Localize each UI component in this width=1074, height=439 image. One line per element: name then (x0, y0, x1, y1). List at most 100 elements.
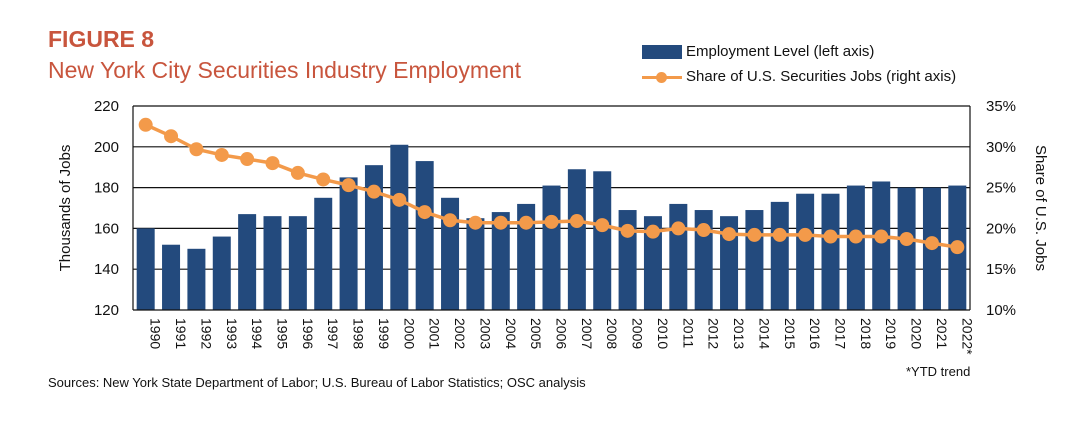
bar (339, 177, 358, 310)
share-point (493, 215, 508, 230)
bar (136, 228, 155, 310)
share-point (164, 129, 179, 144)
source-note: Sources: New York State Department of La… (48, 375, 586, 390)
share-point (899, 232, 914, 247)
legend-label-employment: Employment Level (left axis) (686, 43, 875, 60)
x-tick-label: 1995 (275, 318, 291, 349)
y2-tick-label: 20% (986, 220, 1016, 237)
x-tick-label: 1994 (249, 318, 265, 349)
x-tick-label: 2003 (477, 318, 493, 349)
share-point (645, 224, 660, 239)
y2-tick-label: 35% (986, 98, 1016, 115)
x-tick-label: 2013 (731, 318, 747, 349)
bar (796, 193, 815, 310)
x-tick-label: 1993 (224, 318, 240, 349)
share-point (316, 172, 331, 187)
x-tick-label: 1992 (198, 318, 214, 349)
bar (897, 187, 916, 310)
y-tick-label: 120 (94, 302, 119, 319)
bar (669, 203, 688, 310)
y-tick-label: 200 (94, 139, 119, 156)
legend-line-swatch (642, 70, 682, 84)
bar (390, 144, 409, 310)
share-point (417, 205, 432, 220)
bar (517, 203, 536, 310)
y-tick-label: 140 (94, 261, 119, 278)
bar (745, 210, 764, 310)
share-point (189, 142, 204, 157)
share-point (366, 184, 381, 199)
share-point (138, 117, 153, 132)
x-tick-label: 2009 (630, 318, 646, 349)
x-tick-label: 2004 (503, 318, 519, 349)
x-tick-label: 2022* (959, 318, 975, 355)
x-tick-label: 2014 (756, 318, 772, 349)
x-tick-label: 1999 (376, 318, 392, 349)
bar (720, 216, 739, 310)
share-point (214, 147, 229, 162)
x-tick-label: 2012 (706, 318, 722, 349)
bar (187, 248, 206, 310)
legend-bar-swatch (642, 44, 682, 59)
x-tick-label: 2007 (579, 318, 595, 349)
y-tick-label: 180 (94, 180, 119, 197)
bar (872, 181, 891, 310)
bar (491, 212, 510, 310)
y2-tick-label: 10% (986, 302, 1016, 319)
y-tick-label: 160 (94, 220, 119, 237)
bar (770, 201, 789, 310)
share-point (950, 240, 965, 255)
y2-tick-label: 30% (986, 139, 1016, 156)
bar (314, 197, 333, 310)
bar (263, 216, 282, 310)
y-tick-label: 220 (94, 98, 119, 115)
share-point (874, 229, 889, 244)
share-point (772, 227, 787, 242)
share-point (696, 223, 711, 238)
share-point (519, 215, 534, 230)
share-point (798, 227, 813, 242)
share-point (443, 213, 458, 228)
x-tick-label: 2002 (452, 318, 468, 349)
x-tick-label: 2015 (782, 318, 798, 349)
share-point (569, 214, 584, 229)
figure-label: FIGURE 8 (48, 26, 155, 52)
share-point (924, 236, 939, 251)
chart-title: New York City Securities Industry Employ… (48, 57, 521, 83)
x-tick-label: 1998 (351, 318, 367, 349)
x-tick-label: 2017 (833, 318, 849, 349)
bar (288, 216, 307, 310)
x-tick-label: 2019 (883, 318, 899, 349)
share-point (595, 218, 610, 233)
share-point (392, 192, 407, 207)
x-tick-label: 2005 (528, 318, 544, 349)
x-tick-label: 2016 (807, 318, 823, 349)
x-tick-label: 2006 (554, 318, 570, 349)
x-tick-label: 2001 (427, 318, 443, 349)
y2-tick-label: 15% (986, 261, 1016, 278)
share-point (290, 165, 305, 180)
x-tick-label: 2011 (680, 318, 696, 348)
bar (364, 165, 383, 310)
bar (238, 214, 257, 310)
legend-item-employment: Employment Level (left axis) (642, 43, 874, 60)
share-point (722, 227, 737, 242)
x-tick-label: 1997 (325, 318, 341, 349)
share-point (620, 223, 635, 238)
share-point (240, 152, 255, 167)
bar (441, 197, 460, 310)
share-point (671, 221, 686, 236)
x-tick-label: 2008 (604, 318, 620, 349)
x-tick-label: 2010 (655, 318, 671, 349)
share-point (823, 229, 838, 244)
legend-item-share: Share of U.S. Securities Jobs (right axi… (642, 68, 956, 85)
y2-axis-title: Share of U.S. Jobs (1032, 145, 1049, 271)
x-tick-label: 2018 (858, 318, 874, 349)
bar (542, 185, 561, 310)
x-tick-label: 1996 (300, 318, 316, 349)
share-point (468, 215, 483, 230)
y2-tick-label: 25% (986, 180, 1016, 197)
bar (466, 218, 485, 310)
y-axis-title: Thousands of Jobs (57, 145, 74, 272)
